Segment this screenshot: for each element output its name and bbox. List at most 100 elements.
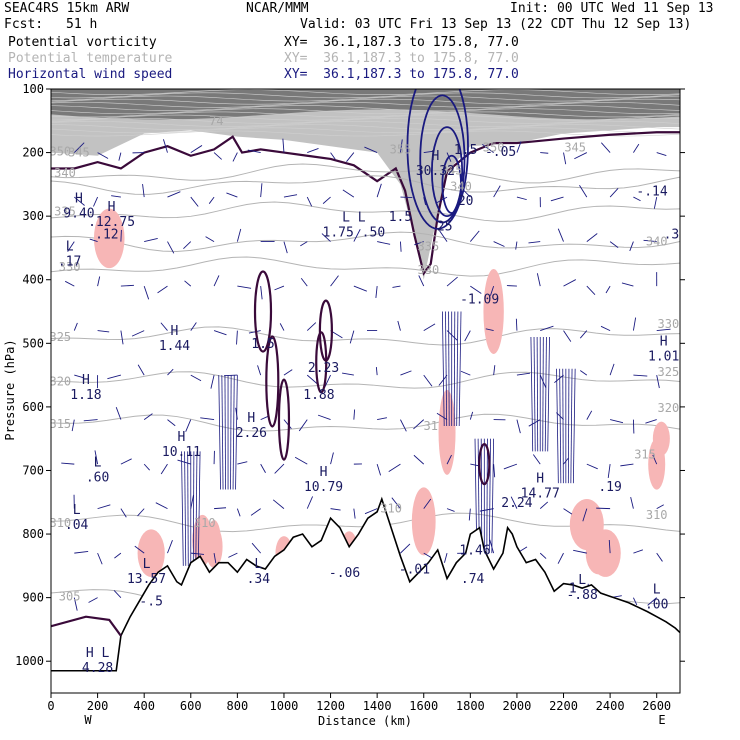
wind-arrow bbox=[137, 508, 145, 517]
wind-arrow bbox=[97, 276, 101, 287]
wind-arrow bbox=[446, 508, 455, 512]
wind-arrow bbox=[236, 228, 242, 242]
extremum-letter: E bbox=[695, 455, 703, 470]
wind-arrow bbox=[633, 374, 648, 377]
wind-arrow bbox=[656, 552, 663, 562]
wind-arrow bbox=[330, 452, 334, 465]
pv-closed-contour bbox=[253, 270, 273, 353]
stratosphere-isentrope bbox=[51, 111, 680, 118]
extremum-value: .39 bbox=[664, 228, 687, 243]
extremum-value: .04 bbox=[65, 518, 89, 533]
pv-positive-patch bbox=[438, 389, 456, 475]
wind-arrow bbox=[399, 241, 402, 252]
extremum-value: 1.88 bbox=[303, 388, 334, 403]
field-pv-xy: XY= 36.1,187.3 to 175.8, 77.0 bbox=[284, 35, 519, 50]
wind-arrow bbox=[516, 372, 531, 376]
wind-arrow bbox=[399, 139, 403, 153]
wind-arrow bbox=[586, 410, 593, 420]
wind-arrow bbox=[213, 152, 222, 160]
wind-arrow bbox=[400, 543, 411, 554]
pv-positive-patch bbox=[483, 269, 504, 355]
wind-arrow bbox=[143, 285, 150, 300]
theta-label: 350 bbox=[483, 140, 505, 154]
wind-arrow bbox=[208, 196, 215, 204]
wind-arrow bbox=[586, 233, 598, 242]
wind-arrow bbox=[375, 286, 378, 299]
wind-arrow bbox=[423, 196, 427, 206]
stratosphere-isentrope bbox=[51, 130, 680, 137]
wind-arrow bbox=[557, 228, 564, 242]
wind-arrow bbox=[190, 374, 202, 382]
model-title: SEAC4RS 15km ARW bbox=[4, 1, 130, 16]
wind-arrow bbox=[528, 419, 541, 427]
isentrope-340 bbox=[51, 175, 680, 195]
wind-arrow bbox=[120, 330, 124, 345]
wind-arrow bbox=[322, 196, 331, 204]
wind-arrow bbox=[563, 508, 573, 515]
wind-arrow bbox=[73, 597, 78, 611]
field-wind-name: Horizontal wind speed bbox=[8, 67, 173, 82]
y-tick-label: 200 bbox=[22, 146, 44, 160]
wind-arrow bbox=[439, 230, 448, 242]
x-tick-label: 2200 bbox=[549, 699, 578, 713]
wind-arrow bbox=[74, 374, 84, 379]
wind-arrow bbox=[115, 406, 122, 420]
wind-arrow bbox=[563, 152, 567, 165]
isentrope-315 bbox=[51, 413, 680, 432]
theta-label: 74 bbox=[209, 114, 223, 128]
wind-arrow bbox=[652, 454, 658, 465]
wind-arrow bbox=[489, 285, 495, 296]
plot-frame bbox=[50, 88, 681, 694]
extremum-letter: L bbox=[66, 239, 74, 254]
wind-arrow bbox=[167, 419, 176, 427]
wind-arrow bbox=[349, 330, 355, 344]
x-axis-label: Distance (km) bbox=[318, 714, 412, 728]
updraft-arrow bbox=[232, 375, 235, 490]
wind-arrow bbox=[294, 456, 308, 465]
wind-arrow bbox=[353, 508, 356, 519]
y-tick-label: 300 bbox=[22, 209, 44, 223]
extremum-value: 1.18 bbox=[70, 388, 101, 403]
wind-arrow bbox=[283, 419, 292, 430]
wind-arrow bbox=[579, 185, 588, 198]
pv-shading-light bbox=[51, 89, 680, 280]
wind-arrow bbox=[532, 454, 541, 465]
wind-arrow bbox=[621, 282, 634, 287]
isentrope-330 bbox=[51, 256, 680, 277]
wind-arrow bbox=[391, 497, 401, 509]
wind-arrow bbox=[516, 196, 527, 201]
wind-arrow bbox=[183, 241, 192, 250]
terrain-fill bbox=[51, 499, 680, 693]
updraft-arrow bbox=[567, 368, 570, 484]
wind-arrow bbox=[167, 191, 181, 198]
updraft-arrow bbox=[547, 336, 550, 452]
wind-arrow bbox=[528, 241, 541, 244]
field-wind-xy: XY= 36.1,187.3 to 175.8, 77.0 bbox=[284, 67, 519, 82]
y-tick-label: 800 bbox=[22, 527, 44, 541]
wind-arrow bbox=[73, 322, 78, 331]
wind-arrow bbox=[74, 551, 89, 554]
wind-arrow bbox=[94, 450, 99, 465]
wind-arrow bbox=[274, 285, 285, 291]
pv-closed-contour bbox=[265, 335, 280, 428]
wind-arrow bbox=[213, 330, 227, 336]
stratosphere-isentrope bbox=[51, 92, 680, 99]
wind-arrow bbox=[111, 195, 121, 198]
wind-arrow bbox=[167, 241, 175, 254]
wind-arrow bbox=[306, 496, 314, 509]
wind-speed-contour bbox=[406, 89, 469, 230]
wind-arrow bbox=[342, 372, 354, 376]
wind-arrow bbox=[205, 236, 215, 242]
wind-arrow bbox=[236, 330, 238, 345]
wind-arrow bbox=[493, 241, 505, 247]
wind-arrow bbox=[214, 507, 227, 510]
wind-arrow bbox=[645, 419, 657, 424]
wind-arrow bbox=[423, 552, 433, 559]
wind-arrow bbox=[582, 508, 588, 522]
wind-arrow bbox=[656, 375, 660, 389]
wind-arrow bbox=[260, 463, 266, 473]
extremum-letter: H bbox=[247, 411, 255, 426]
wind-arrow bbox=[600, 325, 611, 332]
wind-arrow bbox=[536, 273, 541, 287]
extremum-value: -.01 bbox=[399, 563, 430, 578]
